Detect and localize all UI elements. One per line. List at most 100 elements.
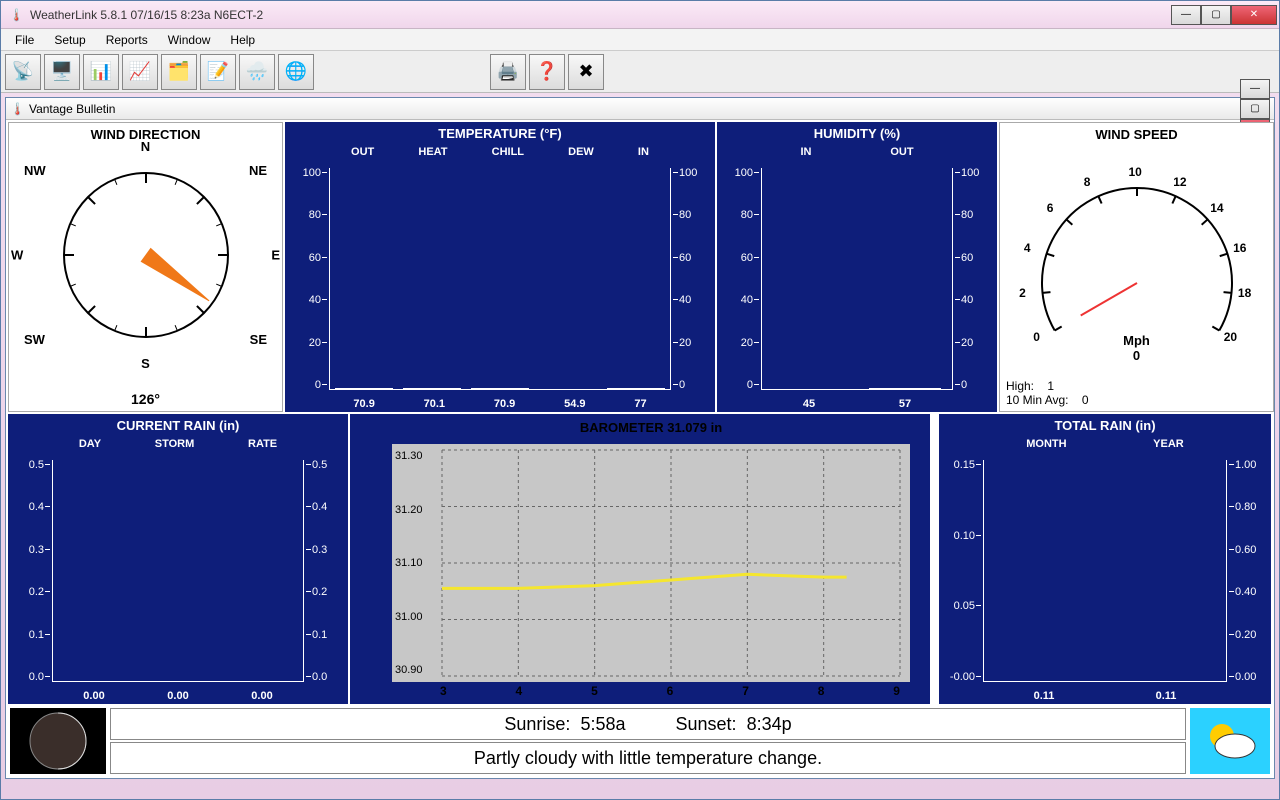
bulletin-window: 🌡️ Vantage Bulletin — ▢ ✕ WIND DIRECTION… [5,97,1275,779]
tb-strip-icon[interactable]: 📈 [122,54,158,90]
forecast-icon [1190,708,1270,774]
window-close-button[interactable]: ✕ [1231,5,1277,25]
window-titlebar: 🌡️ WeatherLink 5.8.1 07/16/15 8:23a N6EC… [1,1,1279,29]
wind-speed-title: WIND SPEED [1000,123,1273,142]
child-maximize-button[interactable]: ▢ [1240,99,1270,119]
baro-ytick: 31.00 [395,611,435,623]
wind-speed-value: 0 [1000,348,1273,363]
total-rain-panel: TOTAL RAIN (in) MONTHYEAR 0.150.100.05-0… [939,414,1271,704]
compass-labels: N NE E SE S SW W NW [9,155,282,355]
baro-xtick: 6 [667,684,674,698]
menu-reports[interactable]: Reports [98,31,156,49]
col-header: MONTH [1026,438,1066,450]
temperature-title: TEMPERATURE (°F) [285,122,715,141]
tb-noaa-icon[interactable]: 🌐 [278,54,314,90]
barometer-title: BAROMETER 31.079 in [392,420,910,435]
tb-help-icon[interactable]: ❓ [529,54,565,90]
bar-value: 0.11 [1156,690,1177,702]
wind-high-value: 1 [1047,379,1054,393]
menu-setup[interactable]: Setup [46,31,93,49]
child-minimize-button[interactable]: — [1240,79,1270,99]
bar-value: 0.00 [251,690,272,702]
wind-avg-value: 0 [1082,393,1089,407]
current-rain-panel: CURRENT RAIN (in) DAYSTORMRATE 0.50.40.3… [8,414,348,704]
gauge-tick-label: 14 [1210,201,1223,215]
bar-value: 77 [634,398,646,410]
tb-notes-icon[interactable]: 📝 [200,54,236,90]
compass-e: E [271,248,280,263]
tb-print-icon[interactable]: 🖨️ [490,54,526,90]
menu-window[interactable]: Window [160,31,219,49]
sunset-value: 8:34p [747,714,792,734]
humidity-title: HUMIDITY (%) [717,122,997,141]
tb-console-icon[interactable]: 🖥️ [44,54,80,90]
col-header: IN [800,146,811,158]
sunrise-value: 5:58a [580,714,625,734]
bar-value: 45 [803,398,815,410]
compass-nw: NW [24,163,46,178]
gauge-tick-label: 2 [1019,286,1026,300]
tb-plot-icon[interactable]: 🗂️ [161,54,197,90]
wind-speed-panel: WIND SPEED 02468101214161820 Mph 0 High:… [999,122,1274,412]
compass-n: N [141,139,150,154]
col-header: DEW [568,146,594,158]
bar-value: 70.9 [494,398,515,410]
tb-rain-icon[interactable]: 🌧️ [239,54,275,90]
col-header: DAY [79,438,101,450]
toolbar: 📡 🖥️ 📊 📈 🗂️ 📝 🌧️ 🌐 🖨️ ❓ ✖ [1,51,1279,93]
sunrise-label: Sunrise: [504,714,570,734]
compass-sw: SW [24,332,45,347]
gauge-tick-label: 8 [1084,175,1091,189]
moon-phase-icon [10,708,106,774]
tb-close-icon[interactable]: ✖ [568,54,604,90]
bar-value: 0.11 [1034,690,1055,702]
compass-s: S [141,356,150,371]
wind-direction-value: 126° [9,391,282,407]
baro-xtick: 4 [516,684,523,698]
sun-times: Sunrise: 5:58a Sunset: 8:34p [110,708,1186,740]
menu-file[interactable]: File [7,31,42,49]
baro-xtick: 5 [591,684,598,698]
wind-direction-panel: WIND DIRECTION N NE E SE S SW W NW 126° [8,122,283,412]
baro-ytick: 31.30 [395,450,435,462]
col-header: STORM [155,438,195,450]
bar-value: 70.1 [424,398,445,410]
window-maximize-button[interactable]: ▢ [1201,5,1231,25]
baro-xtick: 3 [440,684,447,698]
col-header: RATE [248,438,277,450]
bar-value: 0.00 [83,690,104,702]
col-header: IN [638,146,649,158]
gauge-tick-label: 4 [1024,241,1031,255]
menu-help[interactable]: Help [222,31,263,49]
compass-se: SE [250,332,267,347]
compass-ne: NE [249,163,267,178]
current-rain-title: CURRENT RAIN (in) [8,414,348,433]
gauge-tick-label: 6 [1047,201,1054,215]
tb-station-icon[interactable]: 📡 [5,54,41,90]
child-window-title: Vantage Bulletin [25,102,1240,116]
baro-ytick: 31.20 [395,504,435,516]
barometer-panel: BAROMETER 31.079 in 31.30 31.20 31.10 31.00… [350,414,930,704]
forecast-text: Partly cloudy with little temperature ch… [110,742,1186,774]
baro-ytick: 31.10 [395,557,435,569]
app-icon: 🌡️ [9,8,24,22]
wind-avg-label: 10 Min Avg: [1006,393,1068,407]
baro-xtick: 9 [893,684,900,698]
tb-summary-icon[interactable]: 📊 [83,54,119,90]
baro-xtick: 7 [742,684,749,698]
col-header: CHILL [492,146,524,158]
col-header: OUT [890,146,913,158]
window-title: WeatherLink 5.8.1 07/16/15 8:23a N6ECT-2 [30,8,1171,22]
gauge-tick-label: 16 [1233,241,1246,255]
wind-speed-gauge: 02468101214161820 [1027,153,1247,333]
barometer-chart: BAROMETER 31.079 in [392,444,910,682]
menubar: File Setup Reports Window Help [1,29,1279,51]
col-header: HEAT [418,146,447,158]
bar-value: 70.9 [353,398,374,410]
bar-value: 0.00 [167,690,188,702]
wind-high-label: High: [1006,379,1034,393]
compass-w: W [11,248,23,263]
wind-speed-unit: Mph [1000,333,1273,348]
window-minimize-button[interactable]: — [1171,5,1201,25]
baro-xtick: 8 [818,684,825,698]
